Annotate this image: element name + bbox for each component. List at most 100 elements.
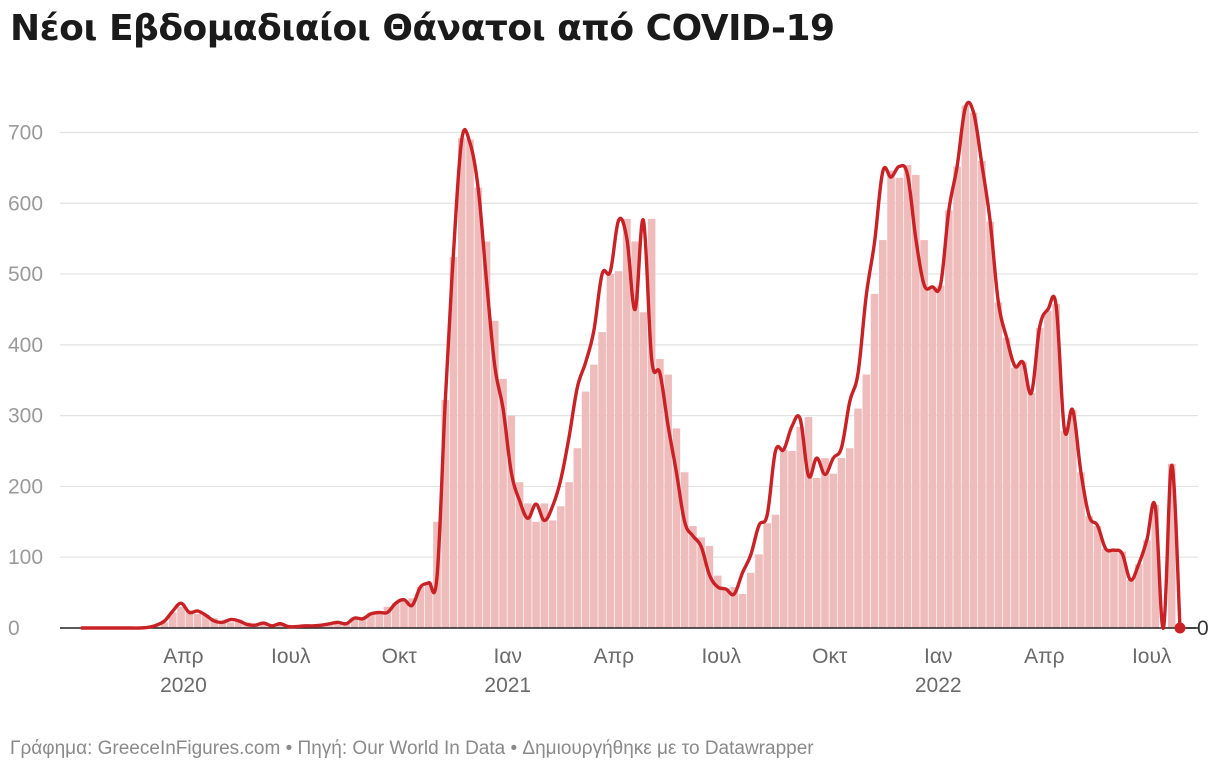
- x-tick-label: Ιουλ: [1132, 645, 1172, 668]
- bar: [845, 448, 854, 628]
- bar: [210, 618, 218, 628]
- bar: [730, 586, 738, 628]
- bar: [325, 623, 334, 628]
- bar: [1151, 504, 1160, 628]
- bar: [1143, 540, 1151, 628]
- bar: [400, 601, 408, 628]
- bar: [978, 160, 986, 628]
- bar: [160, 622, 169, 628]
- y-tick-labels: 0 100 200 300 400 500 600 700: [8, 121, 43, 640]
- bar: [482, 241, 491, 628]
- bar: [416, 586, 425, 628]
- bar: [672, 428, 681, 628]
- bar: [763, 523, 772, 628]
- bar: [408, 598, 417, 628]
- bar: [507, 415, 516, 628]
- bar: [532, 521, 540, 628]
- smoothed-line: [80, 100, 1182, 630]
- bar: [755, 554, 763, 628]
- bar: [689, 526, 697, 628]
- bar: [1011, 367, 1019, 628]
- bar: [614, 271, 623, 628]
- bar: [367, 612, 375, 628]
- bar: [705, 545, 714, 628]
- bar: [936, 285, 945, 628]
- weekly-bars: [152, 105, 1176, 629]
- x-tick-label: Απρ: [594, 645, 634, 668]
- bar: [821, 458, 829, 628]
- bar: [1093, 526, 1102, 628]
- y-tick-label: 400: [8, 334, 43, 357]
- bar: [598, 332, 606, 628]
- series-line: [80, 100, 1182, 630]
- bar: [829, 473, 838, 628]
- bar: [565, 482, 573, 628]
- bar: [945, 210, 953, 628]
- bar: [457, 138, 466, 628]
- bar: [1002, 337, 1011, 628]
- bar: [276, 623, 284, 628]
- bar: [1134, 564, 1143, 628]
- bar: [581, 391, 590, 628]
- bar: [350, 617, 359, 628]
- bar: [375, 611, 384, 628]
- bar: [912, 174, 920, 628]
- bar: [449, 257, 458, 628]
- x-tick-year-label: 2021: [484, 674, 531, 697]
- bar: [680, 472, 689, 628]
- bar: [878, 240, 887, 629]
- bar: [895, 177, 904, 629]
- bar: [1110, 550, 1118, 628]
- y-tick-label: 300: [8, 405, 43, 428]
- bar: [185, 610, 194, 628]
- bar: [1044, 310, 1052, 628]
- y-tick-label: 500: [8, 263, 43, 286]
- bar: [424, 581, 433, 628]
- bar: [1118, 551, 1127, 628]
- x-tick-label: Οκτ: [812, 645, 848, 668]
- y-tick-label: 600: [8, 192, 43, 215]
- bar: [920, 240, 928, 629]
- bar: [854, 408, 862, 628]
- bar: [490, 320, 499, 628]
- bar: [994, 302, 1003, 628]
- bar: [1167, 463, 1176, 628]
- bar: [499, 378, 507, 628]
- x-tick-labels: Απρ 2020 Ιουλ Οκτ Ιαν 2021 Απρ Ιουλ Οκτ Ιαν 2022 Απ…: [160, 645, 1172, 697]
- bar: [573, 448, 582, 628]
- end-point-dot: [1174, 622, 1186, 634]
- bar: [1060, 431, 1069, 628]
- bar: [623, 218, 631, 628]
- bar: [1085, 516, 1093, 628]
- bar: [235, 619, 243, 628]
- x-tick-label: Απρ: [1024, 645, 1064, 668]
- y-tick-label: 0: [8, 617, 20, 640]
- bar: [226, 622, 235, 628]
- bar: [771, 514, 780, 628]
- bar: [1035, 327, 1044, 628]
- bar: [631, 241, 639, 628]
- source-credit: Γράφημα: GreeceInFigures.com • Πηγή: Our…: [10, 738, 814, 759]
- bar: [1101, 548, 1110, 628]
- bar: [466, 139, 474, 629]
- bar: [383, 606, 392, 628]
- chart-title: Νέοι Εβδομαδιαίοι Θάνατοι από COVID-19: [10, 8, 835, 49]
- bar: [928, 286, 937, 628]
- x-tick-label: Ιουλ: [701, 645, 741, 668]
- end-value-label: 0: [1197, 617, 1209, 640]
- bar: [540, 503, 549, 628]
- bar: [870, 293, 879, 628]
- bar: [804, 417, 813, 628]
- bar: [590, 364, 598, 628]
- bar: [391, 603, 400, 628]
- bar: [812, 477, 821, 628]
- bar: [1077, 472, 1085, 628]
- bar: [796, 426, 805, 628]
- bar: [837, 458, 846, 628]
- bar: [202, 615, 210, 628]
- bar: [656, 359, 664, 628]
- bar: [1126, 579, 1135, 628]
- x-tick-label: Ιαν: [494, 645, 522, 668]
- bar: [953, 166, 961, 628]
- bar: [986, 221, 994, 628]
